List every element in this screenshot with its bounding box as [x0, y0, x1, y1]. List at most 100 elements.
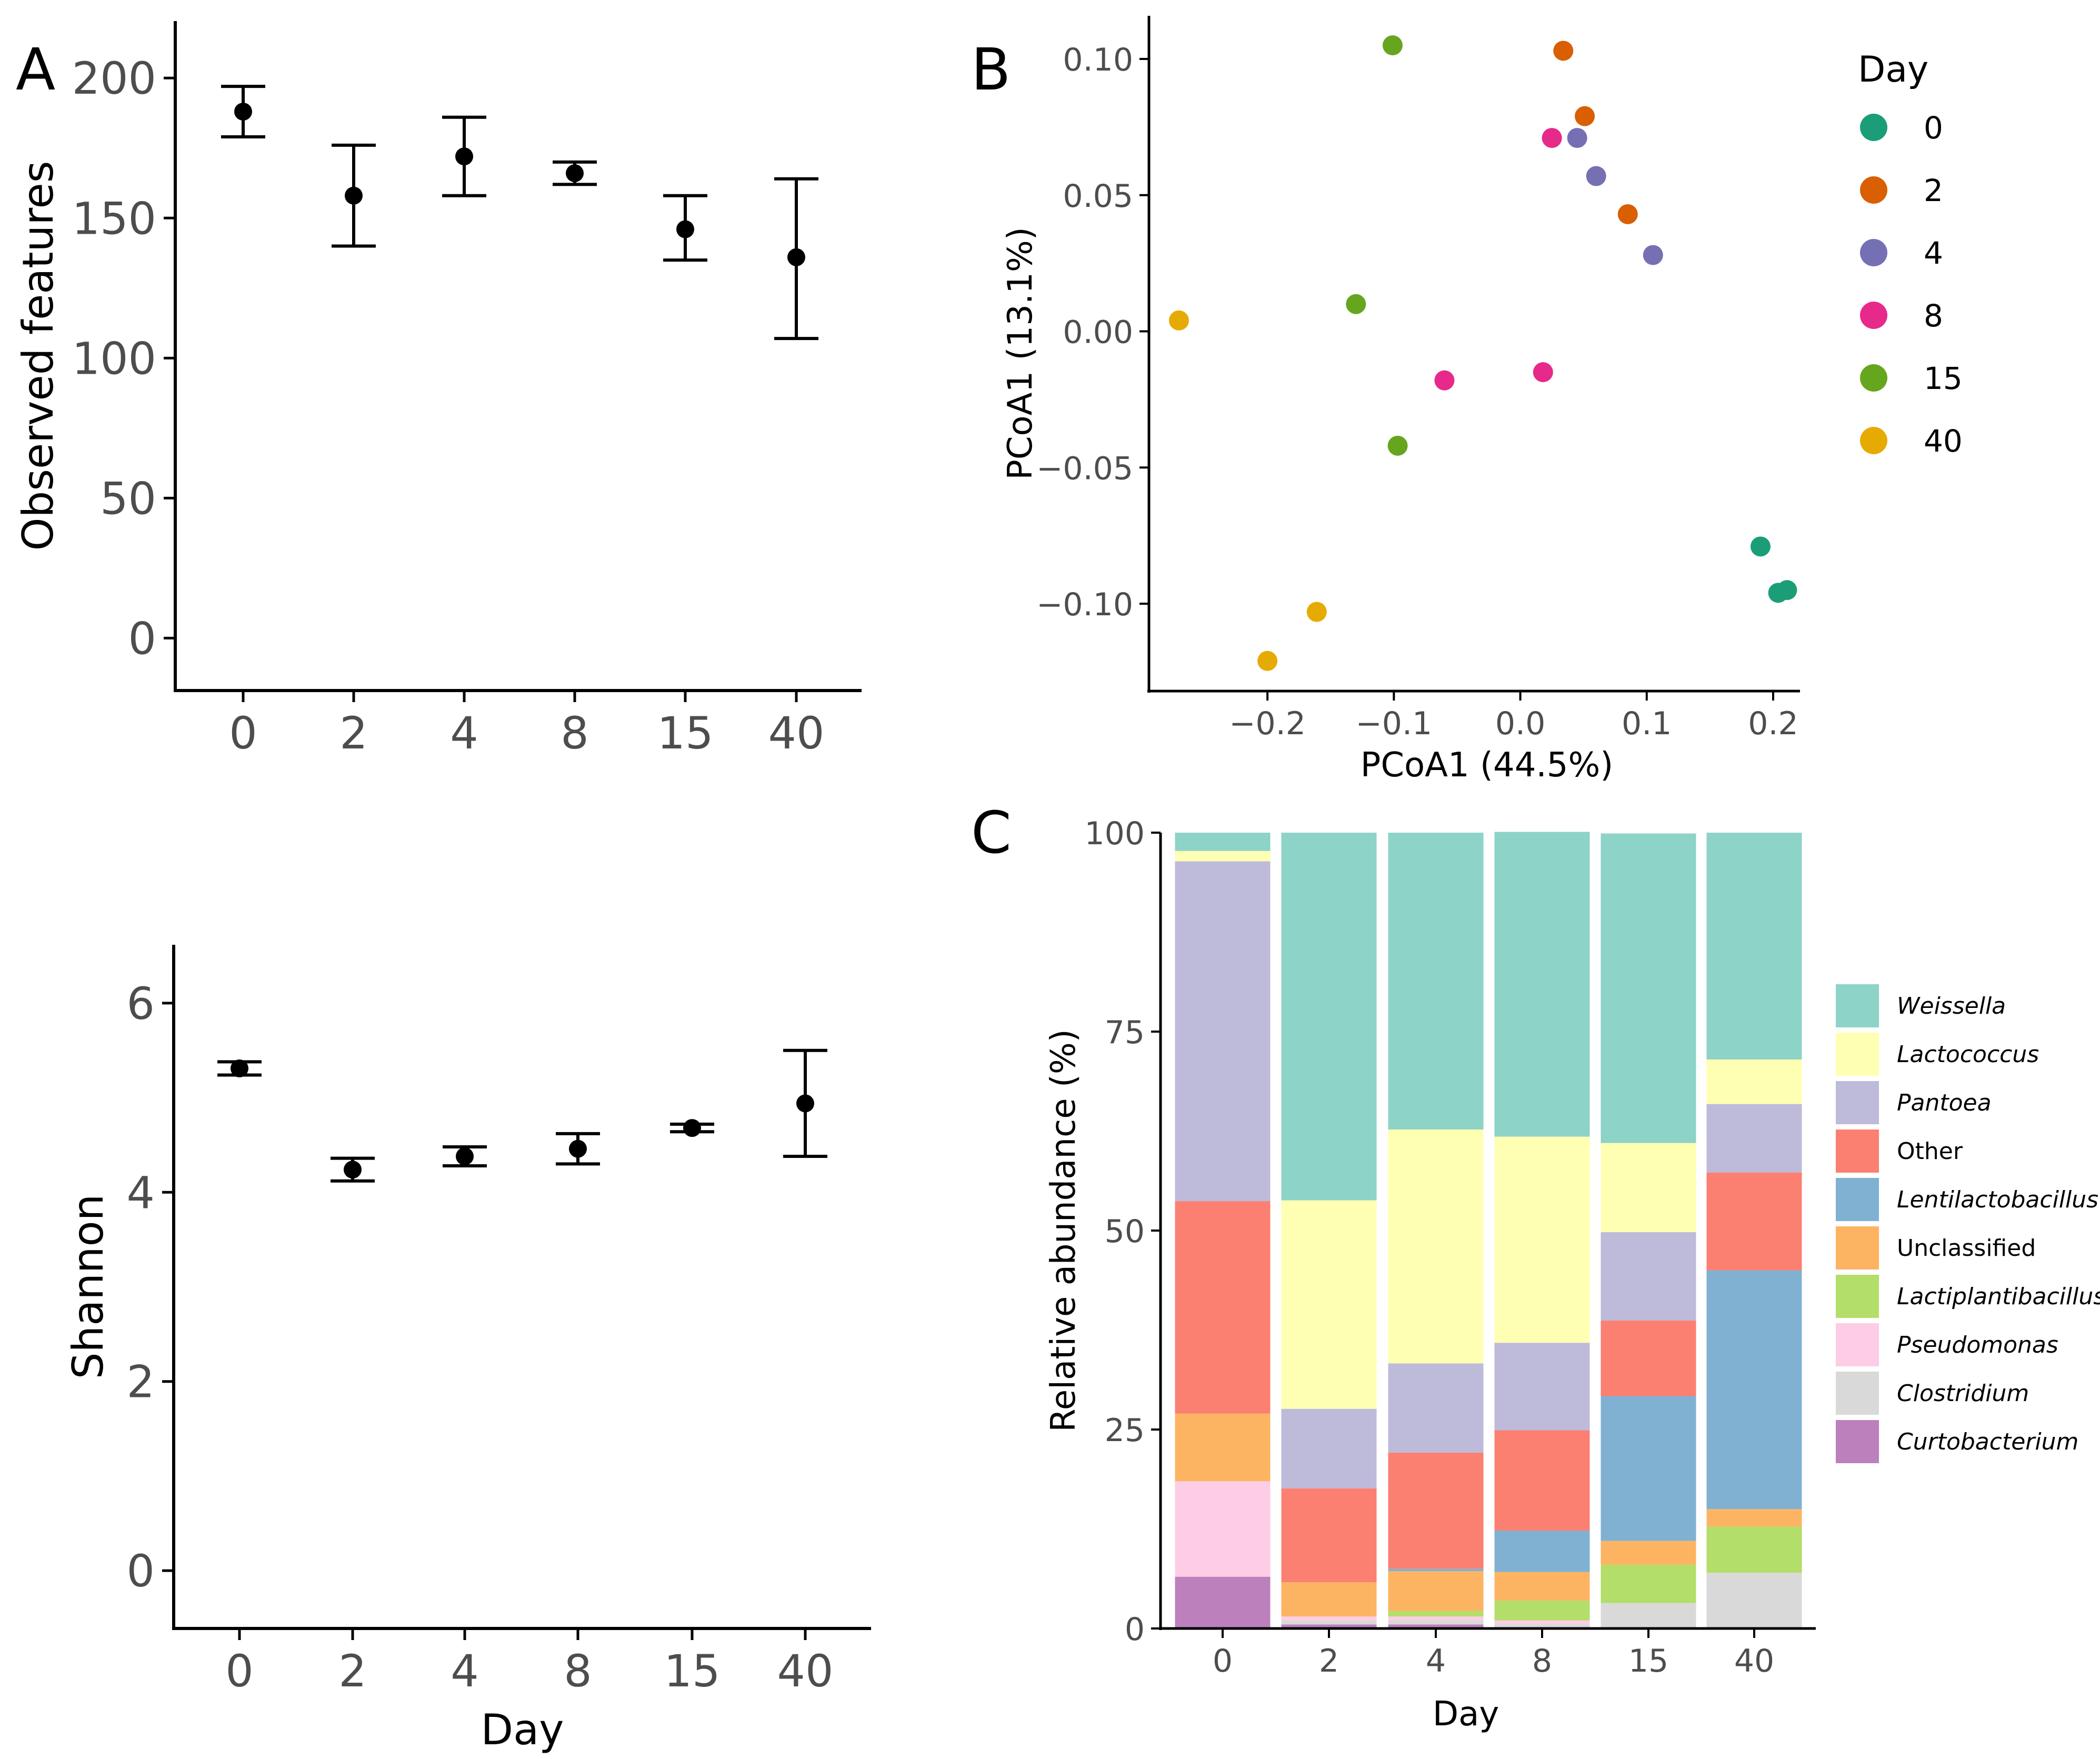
bar-segment-other: [1601, 1320, 1696, 1396]
bar-segment-lactiplantibacillus: [1494, 1601, 1590, 1621]
mean-point: [787, 248, 805, 266]
bar-segment-lactococcus: [1281, 1200, 1377, 1409]
legend-key-day-8: [1860, 302, 1887, 329]
legend-key-other: [1836, 1130, 1879, 1173]
bar-segment-lactococcus: [1388, 1129, 1484, 1364]
panel-letter-c: C: [971, 799, 1012, 866]
x-tick-label: 8: [1532, 1643, 1552, 1680]
bar-segment-unclassified: [1494, 1572, 1590, 1601]
y-tick-label: 0.00: [1063, 314, 1133, 351]
bar-segment-curtobacterium: [1175, 1576, 1271, 1628]
bar-segment-weissella: [1601, 833, 1696, 1143]
bar-segment-pantoea: [1706, 1104, 1802, 1173]
bar-segment-clostridium: [1706, 1573, 1802, 1628]
y-axis-title: Relative abundance (%): [1044, 1029, 1083, 1432]
y-tick-label: −0.10: [1036, 586, 1133, 623]
y-tick-label: 200: [72, 53, 156, 104]
panel-b-scatter-chart: 0.10 0.05 0.00 −0.05 −0.10 −0.2 −0.1 0.0 0.1 0.2 P…: [1001, 16, 1963, 785]
y-tick-label: 50: [1105, 1213, 1145, 1250]
x-tick-label: 15: [657, 707, 714, 759]
scatter-point-day-2: [1553, 41, 1574, 61]
scatter-point-day-2: [1575, 106, 1595, 126]
scatter-point-day-15: [1382, 35, 1403, 56]
bar-segment-clostridium: [1281, 1620, 1377, 1625]
bar-segment-unclassified: [1388, 1571, 1484, 1611]
bar-segment-unclassified: [1706, 1509, 1802, 1527]
scatter-point-day-4: [1586, 166, 1606, 186]
legend-label: 15: [1924, 361, 1963, 396]
scatter-point-day-0: [1777, 580, 1797, 601]
y-axis-title: Shannon: [64, 1194, 113, 1380]
x-tick-label: 4: [450, 707, 478, 759]
x-axis-title: PCoA1 (44.5%): [1361, 746, 1614, 785]
panel-a-bottom-chart: 0 2 4 6 0 2 4 8 15 40 Shannon Day: [64, 945, 871, 1754]
legend-title: Day: [1858, 49, 1928, 91]
x-tick-label: 40: [768, 707, 825, 759]
mean-point: [566, 164, 584, 183]
y-tick-label: 6: [127, 978, 155, 1030]
scatter-point-day-8: [1542, 128, 1562, 148]
y-tick-label: 100: [72, 333, 156, 384]
bar-segment-pantoea: [1281, 1408, 1377, 1488]
x-tick-label: 0: [229, 707, 257, 759]
legend-label: 4: [1924, 235, 1943, 271]
bar-segment-weissella: [1175, 833, 1271, 851]
bar-segment-lentilactobacillus: [1494, 1531, 1590, 1572]
legend-label: Lentilactobacillus: [1897, 1186, 2098, 1213]
x-tick-label: 8: [561, 707, 588, 759]
bar-segment-pantoea: [1175, 861, 1271, 1202]
y-tick-label: 100: [1084, 815, 1145, 852]
x-tick-label: 2: [1319, 1643, 1339, 1680]
bar-segment-lactococcus: [1494, 1136, 1590, 1343]
legend-label: Lactococcus: [1897, 1041, 2039, 1068]
scatter-point-day-40: [1169, 310, 1189, 331]
x-tick-label: 0.1: [1622, 705, 1672, 742]
scatter-point-day-2: [1617, 204, 1638, 224]
y-tick-label: 0.05: [1063, 178, 1133, 215]
x-tick-label: 40: [777, 1645, 834, 1697]
legend-label: Curtobacterium: [1897, 1428, 2078, 1455]
y-tick-label: 50: [100, 473, 156, 524]
bar-segment-other: [1494, 1430, 1590, 1531]
mean-point: [796, 1094, 814, 1113]
scatter-point-day-4: [1567, 128, 1587, 148]
bar-segment-unclassified: [1601, 1541, 1696, 1565]
y-tick-label: 25: [1105, 1412, 1145, 1449]
mean-point: [676, 220, 694, 238]
panel-letter-a: A: [16, 36, 55, 103]
mean-point: [345, 186, 363, 205]
bar-segment-weissella: [1706, 833, 1802, 1060]
bar-segment-clostridium: [1388, 1620, 1484, 1625]
bar-segment-weissella: [1494, 832, 1590, 1137]
bar-segment-lactococcus: [1175, 851, 1271, 862]
mean-point: [569, 1140, 587, 1158]
bar-segment-weissella: [1388, 833, 1484, 1130]
mean-point: [456, 1147, 474, 1166]
legend-key-lactiplantibacillus: [1836, 1275, 1879, 1318]
panel-c-stacked-bar-chart: 0 25 50 75 100 0 2 4 8 15 40 Relative abundance (%)…: [1044, 815, 2100, 1734]
bar-segment-other: [1281, 1488, 1377, 1583]
bar-segment-lactiplantibacillus: [1601, 1565, 1696, 1603]
x-tick-label: 8: [564, 1645, 592, 1697]
y-tick-label: 150: [72, 193, 156, 244]
bar-segment-lactococcus: [1706, 1059, 1802, 1104]
legend-key-lentilactobacillus: [1836, 1178, 1879, 1221]
legend-label: Other: [1897, 1138, 1963, 1165]
bar-segment-lentilactobacillus: [1601, 1396, 1696, 1541]
legend-label: 0: [1924, 110, 1943, 146]
x-tick-label: 15: [664, 1645, 721, 1697]
mean-point: [455, 147, 473, 166]
y-tick-label: 4: [127, 1167, 155, 1218]
x-tick-label: 0.2: [1748, 705, 1798, 742]
legend-label: Unclassified: [1897, 1235, 2036, 1262]
mean-point: [683, 1119, 701, 1137]
x-tick-label: 0: [1213, 1643, 1233, 1680]
bar-segment-unclassified: [1281, 1582, 1377, 1617]
legend-label: 2: [1924, 173, 1943, 208]
x-tick-label: 0: [225, 1645, 253, 1697]
bar-segment-lactiplantibacillus: [1706, 1526, 1802, 1573]
legend-key-lactococcus: [1836, 1033, 1879, 1076]
y-tick-label: 2: [127, 1356, 155, 1408]
legend-key-weissella: [1836, 984, 1879, 1027]
